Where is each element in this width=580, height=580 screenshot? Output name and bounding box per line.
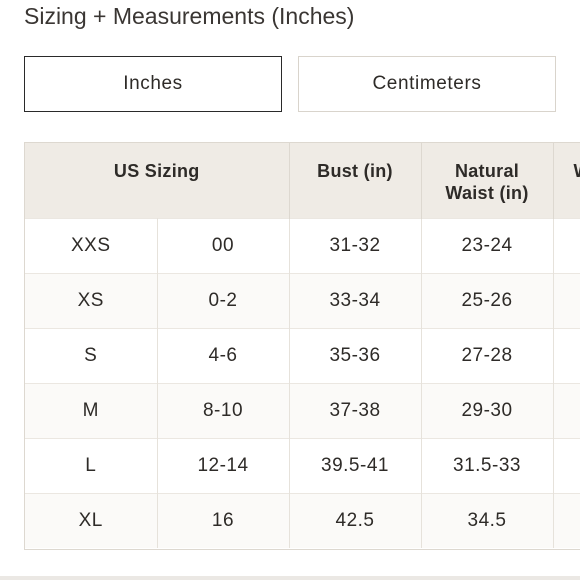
table-row: M 8-10 37-38 29-30 bbox=[25, 382, 580, 438]
size-cell: M bbox=[25, 382, 158, 438]
size-cell: XS bbox=[25, 272, 158, 328]
centimeters-toggle-button[interactable]: Centimeters bbox=[298, 56, 556, 112]
header-natural-waist-line1: Natural bbox=[454, 161, 520, 181]
waist-cell: 34.5 bbox=[421, 492, 554, 548]
next-column-cell bbox=[553, 382, 580, 438]
bust-cell: 42.5 bbox=[289, 492, 422, 548]
size-cell: S bbox=[25, 327, 158, 383]
page-title: Sizing + Measurements (Inches) bbox=[24, 3, 355, 29]
inches-toggle-button[interactable]: Inches bbox=[24, 56, 282, 112]
bust-cell: 37-38 bbox=[289, 382, 422, 438]
table-row: XXS 00 31-32 23-24 bbox=[25, 217, 580, 273]
header-us-sizing: US Sizing bbox=[25, 143, 290, 218]
size-cell: L bbox=[25, 437, 158, 493]
next-column-cell bbox=[553, 327, 580, 383]
size-cell: XL bbox=[25, 492, 158, 548]
bottom-divider bbox=[0, 576, 580, 580]
waist-cell: 25-26 bbox=[421, 272, 554, 328]
bust-cell: 35-36 bbox=[289, 327, 422, 383]
next-column-cell bbox=[553, 492, 580, 548]
table-row: S 4-6 35-36 27-28 bbox=[25, 327, 580, 383]
us-size-cell: 12-14 bbox=[157, 437, 290, 493]
bust-cell: 39.5-41 bbox=[289, 437, 422, 493]
waist-cell: 23-24 bbox=[421, 217, 554, 273]
table-row: XS 0-2 33-34 25-26 bbox=[25, 272, 580, 328]
next-column-cell bbox=[553, 217, 580, 273]
waist-cell: 27-28 bbox=[421, 327, 554, 383]
waist-cell: 31.5-33 bbox=[421, 437, 554, 493]
bust-cell: 33-34 bbox=[289, 272, 422, 328]
waist-cell: 29-30 bbox=[421, 382, 554, 438]
header-next-column: W bbox=[553, 143, 580, 218]
us-size-cell: 00 bbox=[157, 217, 290, 273]
us-size-cell: 8-10 bbox=[157, 382, 290, 438]
us-size-cell: 0-2 bbox=[157, 272, 290, 328]
next-column-cell bbox=[553, 272, 580, 328]
table-row: XL 16 42.5 34.5 bbox=[25, 492, 580, 548]
header-bust: Bust (in) bbox=[289, 143, 422, 218]
us-size-cell: 4-6 bbox=[157, 327, 290, 383]
size-cell: XXS bbox=[25, 217, 158, 273]
bust-cell: 31-32 bbox=[289, 217, 422, 273]
header-natural-waist-line2: Waist (in) bbox=[445, 183, 529, 203]
us-size-cell: 16 bbox=[157, 492, 290, 548]
next-column-cell bbox=[553, 437, 580, 493]
header-natural-waist: Natural Waist (in) bbox=[421, 143, 554, 218]
table-row: L 12-14 39.5-41 31.5-33 bbox=[25, 437, 580, 493]
